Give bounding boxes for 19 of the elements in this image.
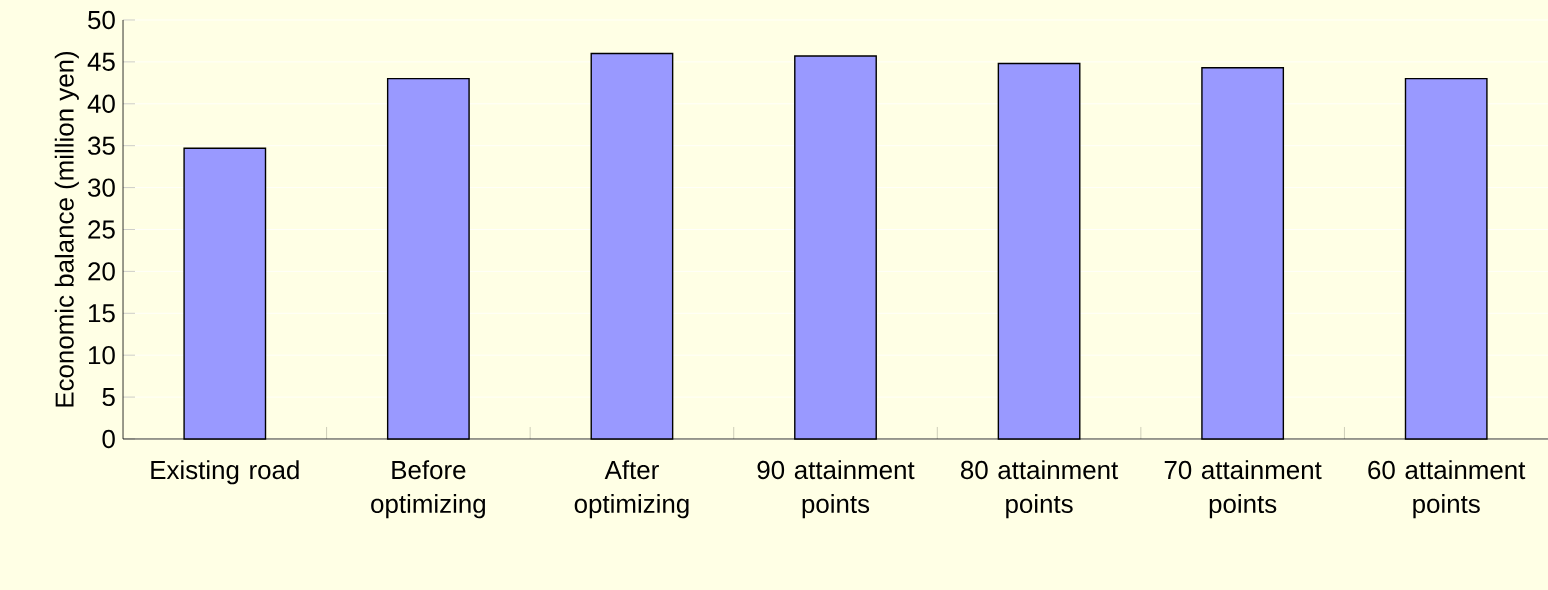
y-tick-label: 50 (88, 10, 115, 30)
y-tick-label: 10 (89, 346, 115, 365)
y-tick-label: 40 (87, 94, 115, 113)
y-tick-label: 15 (89, 304, 115, 323)
x-tick-label: 60 attainment points (1368, 460, 1526, 519)
x-tick-label: 80 attainment points (961, 460, 1119, 519)
y-tick-label: 25 (88, 220, 115, 239)
y-tick-label: 30 (88, 178, 115, 197)
x-tick-label: 70 attainment points (1164, 460, 1322, 519)
y-tick-label: 5 (102, 388, 115, 407)
y-tick-label: 0 (102, 429, 115, 449)
x-tick-label: After optimizing (574, 460, 689, 519)
y-tick-label: 20 (88, 262, 115, 281)
x-tick-label: Existing road (151, 460, 299, 485)
y-tick-label: 35 (88, 136, 115, 155)
x-tick-label: Before optimizing (371, 460, 485, 519)
x-tick-label: 90 attainment points (757, 460, 915, 519)
y-tick-label: 45 (87, 52, 115, 71)
y-axis-title: Economic balance (million yen) (54, 51, 79, 407)
